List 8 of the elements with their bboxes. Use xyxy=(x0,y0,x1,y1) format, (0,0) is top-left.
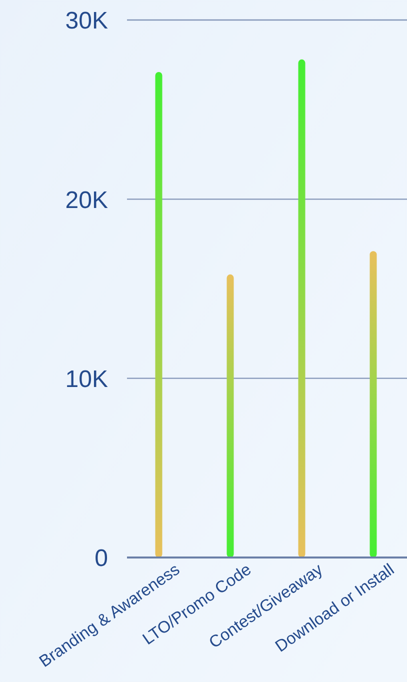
bar xyxy=(155,72,162,558)
bar xyxy=(370,251,377,558)
bar xyxy=(226,274,234,558)
y-tick-label: 20K xyxy=(65,186,108,214)
y-tick-label: 0 xyxy=(94,545,108,572)
y-tick-label: 10K xyxy=(65,366,108,393)
bar xyxy=(298,59,306,558)
y-tick-label: 30K xyxy=(65,8,108,35)
